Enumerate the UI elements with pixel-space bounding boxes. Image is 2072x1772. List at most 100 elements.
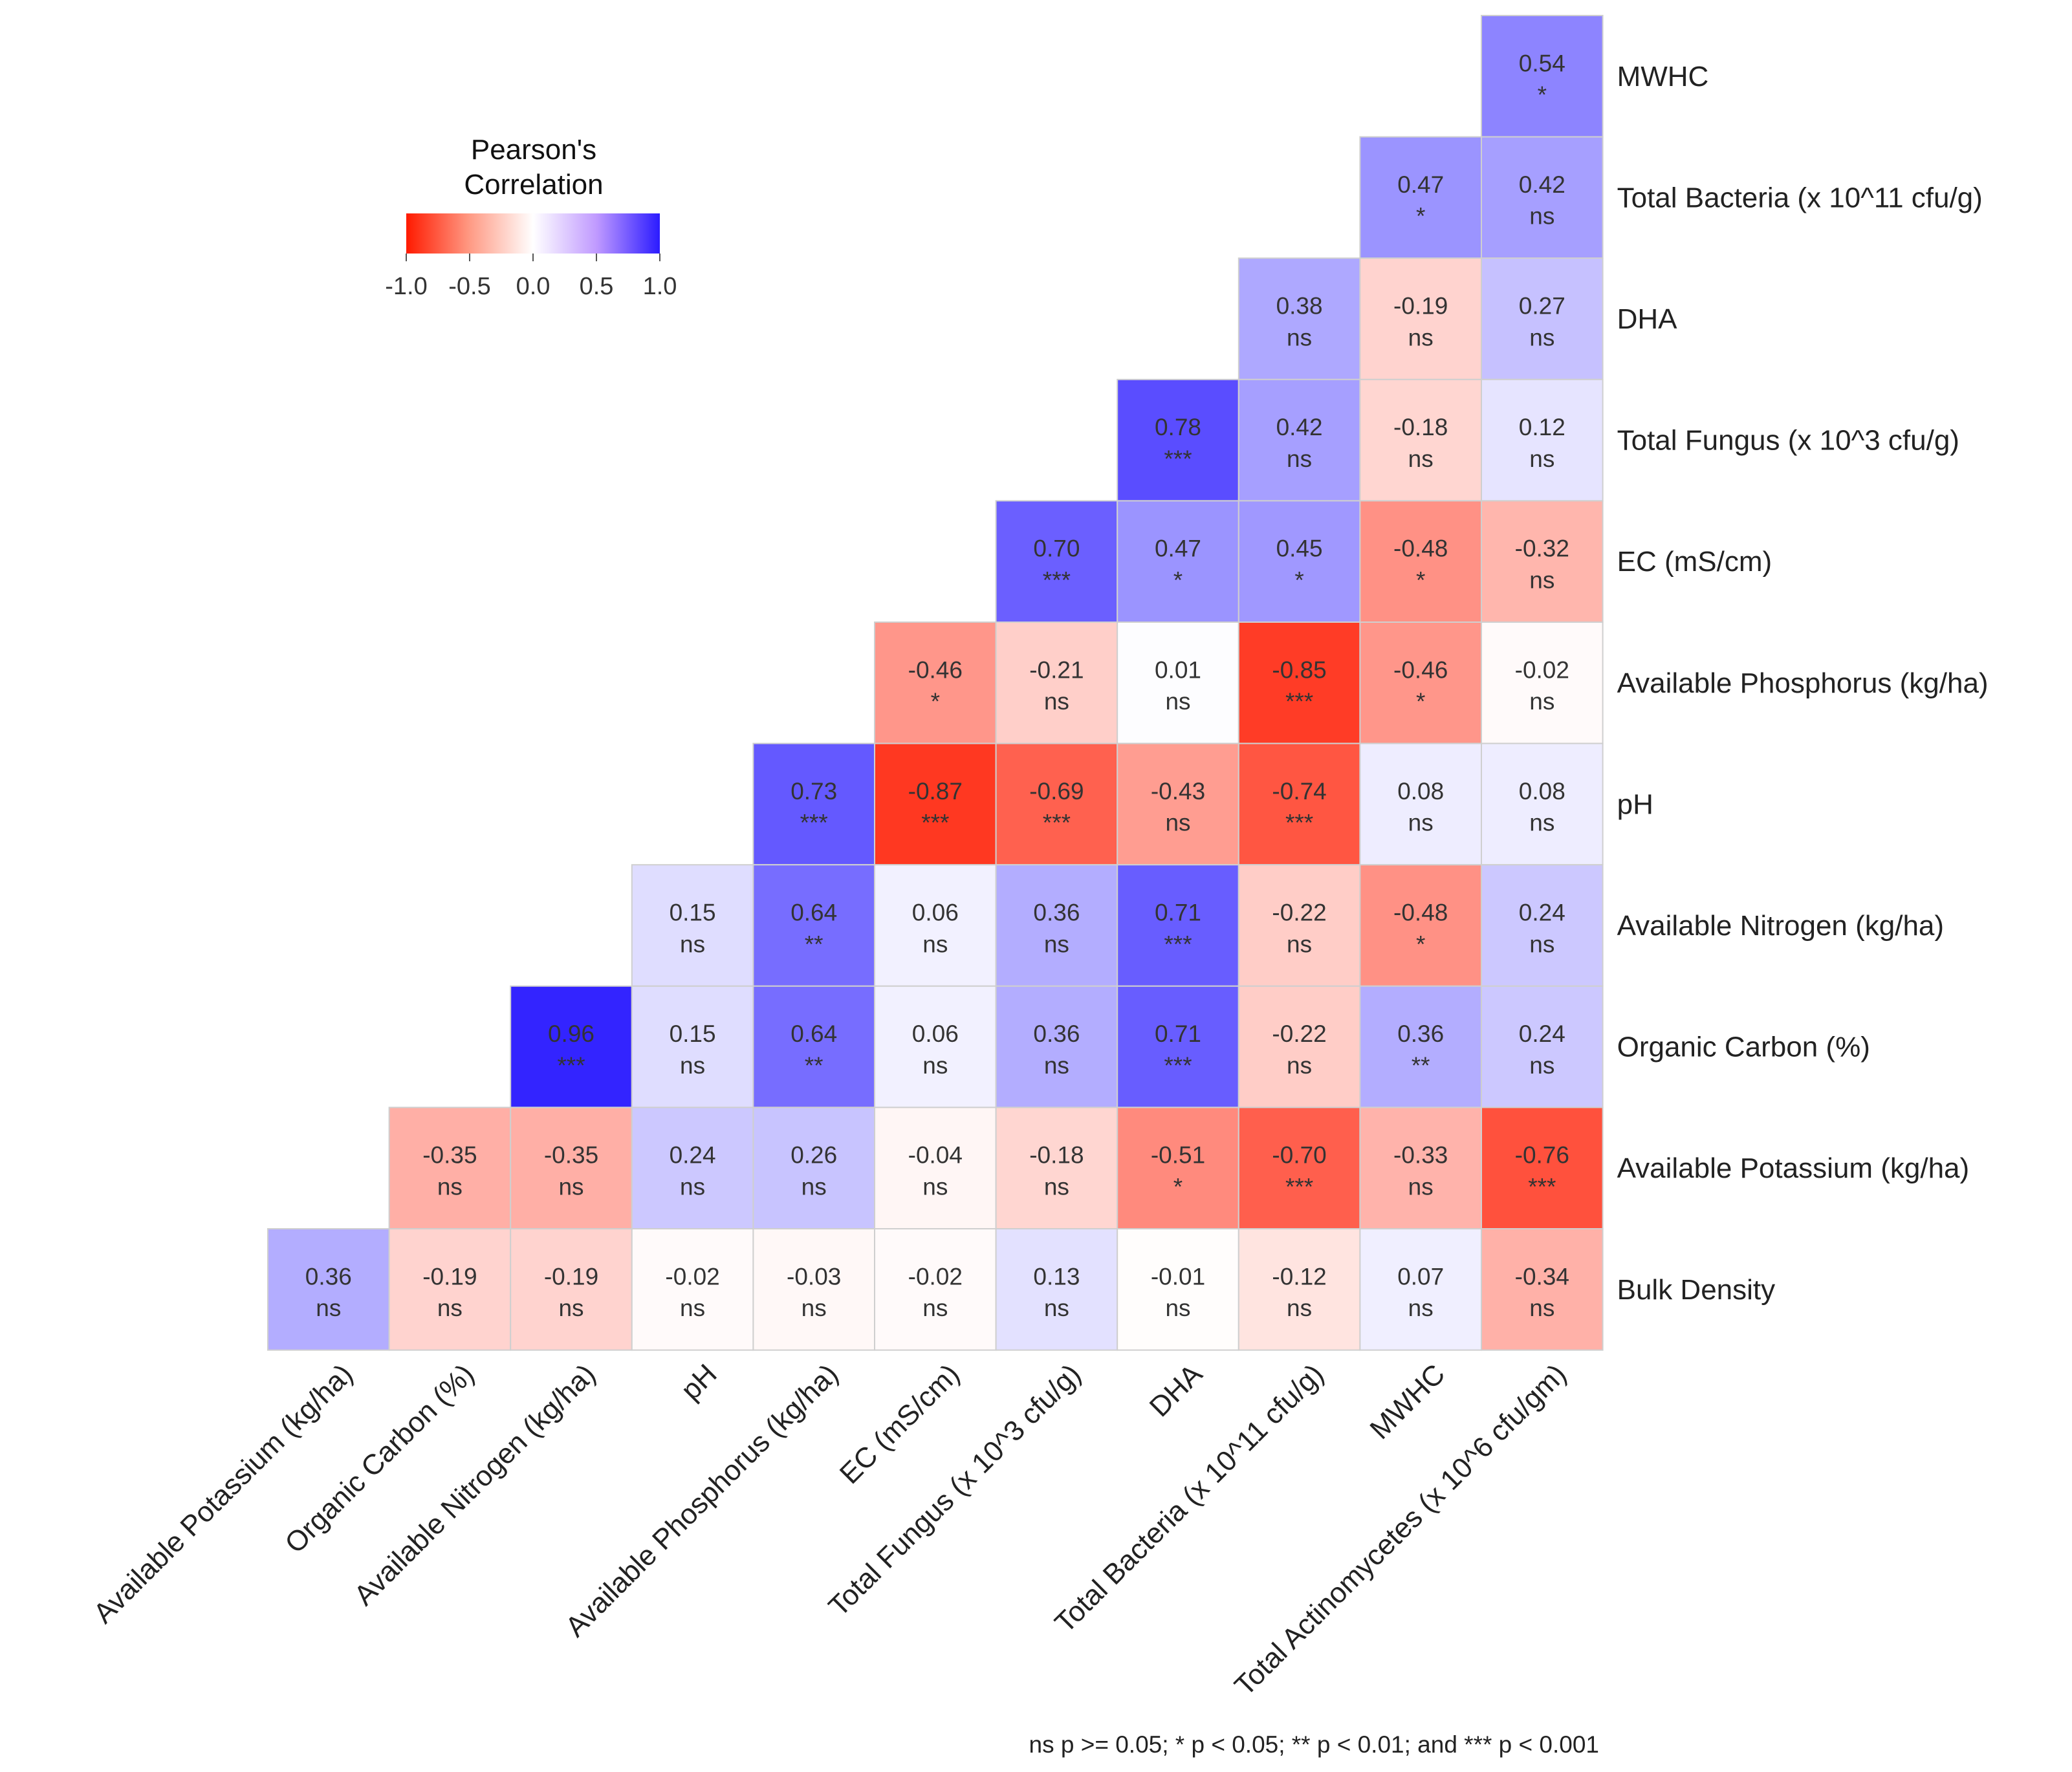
cell-significance-label: *** (1164, 931, 1192, 957)
cell-value-label: 0.36 (1033, 899, 1080, 925)
cell-significance-label: ns (1529, 688, 1554, 715)
cell-rect (1359, 864, 1482, 987)
cell-value-label: 0.45 (1276, 535, 1323, 562)
cell-value-label: 0.47 (1397, 171, 1444, 198)
cell-rect (752, 1107, 876, 1230)
cell-value-label: -0.19 (544, 1263, 598, 1290)
cell-rect (874, 985, 997, 1108)
cell-significance-label: *** (1285, 1173, 1313, 1200)
cell-rect (1238, 742, 1361, 866)
column-label: MWHC (1364, 1358, 1451, 1445)
cell-rect (1238, 985, 1361, 1108)
cell-value-label: 0.15 (670, 899, 716, 925)
cell-value-label: 0.42 (1519, 171, 1565, 198)
heatmap-cells: 0.54 * 0.47 * 0.42 ns 0.38 ns -0.19 ns 0.27 ns 0.78 *… (267, 15, 1604, 1351)
cell-significance-label: ns (1529, 203, 1554, 230)
heatmap-cell: -0.19 ns (388, 1228, 512, 1351)
row-label: Available Phosphorus (kg/ha) (1617, 667, 1989, 699)
cell-value-label: 0.08 (1397, 778, 1444, 805)
cell-value-label: 0.36 (1033, 1021, 1080, 1047)
cell-significance-label: *** (1164, 1052, 1192, 1079)
heatmap-cell: -0.21 ns (995, 621, 1118, 744)
cell-rect (1117, 985, 1239, 1108)
legend-title-line-2: Correlation (464, 169, 603, 200)
cell-significance-label: ns (922, 931, 948, 957)
heatmap-cell: -0.18 ns (1359, 378, 1482, 502)
cell-rect (995, 1228, 1118, 1351)
heatmap-cell: -0.85 *** (1238, 621, 1361, 744)
cell-value-label: 0.42 (1276, 414, 1323, 440)
cell-value-label: -0.70 (1272, 1142, 1326, 1169)
cell-value-label: -0.02 (908, 1263, 963, 1290)
cell-value-label: 0.12 (1519, 414, 1565, 440)
cell-value-label: 0.78 (1155, 414, 1201, 440)
heatmap-cell: -0.12 ns (1238, 1228, 1361, 1351)
heatmap-cell: 0.42 ns (1238, 378, 1361, 502)
cell-rect (874, 864, 997, 987)
cell-rect (1481, 864, 1604, 987)
column-label: Available Potassium (kg/ha) (87, 1358, 359, 1630)
heatmap-cell: -0.02 ns (874, 1228, 997, 1351)
heatmap-cell: 0.24 ns (1481, 985, 1604, 1108)
heatmap-cell: -0.70 *** (1238, 1107, 1361, 1230)
cell-significance-label: *** (800, 810, 828, 836)
cell-value-label: -0.51 (1151, 1142, 1205, 1169)
heatmap-cell: 0.08 ns (1481, 742, 1604, 866)
cell-significance-label: ns (1044, 1295, 1069, 1321)
cell-significance-label: ns (1408, 1173, 1434, 1200)
cell-significance-label: *** (921, 810, 949, 836)
cell-rect (1481, 1107, 1604, 1230)
cell-significance-label: ns (1287, 931, 1312, 957)
heatmap-cell: 0.26 ns (752, 1107, 876, 1230)
cell-significance-label: ns (1529, 1052, 1554, 1079)
cell-significance-label: * (1416, 688, 1425, 715)
cell-rect (267, 1228, 390, 1351)
cell-significance-label: *** (1285, 810, 1313, 836)
cell-value-label: -0.48 (1393, 535, 1448, 562)
legend-ticks: -1.0 -0.5 0.0 0.5 1.0 (385, 254, 677, 300)
cell-significance-label: ns (1165, 810, 1190, 836)
cell-value-label: -0.85 (1272, 656, 1326, 683)
cell-value-label: -0.03 (787, 1263, 841, 1290)
cell-significance-label: ns (1529, 810, 1554, 836)
cell-significance-label: * (931, 688, 940, 715)
cell-value-label: -0.21 (1029, 656, 1084, 683)
heatmap-cell: 0.45 * (1238, 500, 1361, 623)
cell-value-label: 0.36 (1397, 1021, 1444, 1047)
cell-value-label: 0.24 (670, 1142, 716, 1169)
legend-tick-label: -1.0 (385, 273, 427, 300)
cell-rect (388, 1107, 512, 1230)
cell-significance-label: ns (1287, 1295, 1312, 1321)
cell-significance-label: ns (1044, 931, 1069, 957)
cell-rect (995, 1107, 1118, 1230)
cell-significance-label: ns (922, 1052, 948, 1079)
cell-rect (1359, 1228, 1482, 1351)
cell-rect (1481, 136, 1604, 259)
cell-value-label: -0.46 (908, 656, 963, 683)
legend-tick-label: -0.5 (448, 273, 490, 300)
cell-rect (1238, 378, 1361, 502)
cell-value-label: -0.43 (1151, 778, 1205, 805)
cell-rect (1238, 1228, 1361, 1351)
heatmap-cell: -0.43 ns (1117, 742, 1239, 866)
heatmap-cell: 0.24 ns (1481, 864, 1604, 987)
heatmap-cell: -0.19 ns (510, 1228, 633, 1351)
cell-value-label: 0.07 (1397, 1263, 1444, 1290)
cell-rect (1117, 1228, 1239, 1351)
cell-significance-label: ns (1165, 688, 1190, 715)
cell-rect (1481, 15, 1604, 138)
column-labels: Available Potassium (kg/ha)Organic Carbo… (87, 1358, 1573, 1702)
cell-significance-label: * (1173, 567, 1183, 593)
cell-significance-label: * (1416, 203, 1425, 230)
cell-significance-label: ns (1044, 688, 1069, 715)
cell-significance-label: *** (1285, 688, 1313, 715)
heatmap-cell: 0.12 ns (1481, 378, 1604, 502)
heatmap-cell: 0.06 ns (874, 985, 997, 1108)
cell-value-label: -0.01 (1151, 1263, 1205, 1290)
column-label: DHA (1144, 1358, 1209, 1423)
heatmap-cell: 0.54 * (1481, 15, 1604, 138)
legend-title-line-1: Pearson's (471, 134, 596, 166)
cell-value-label: 0.96 (548, 1021, 594, 1047)
cell-rect (1359, 500, 1482, 623)
cell-significance-label: *** (1043, 810, 1071, 836)
